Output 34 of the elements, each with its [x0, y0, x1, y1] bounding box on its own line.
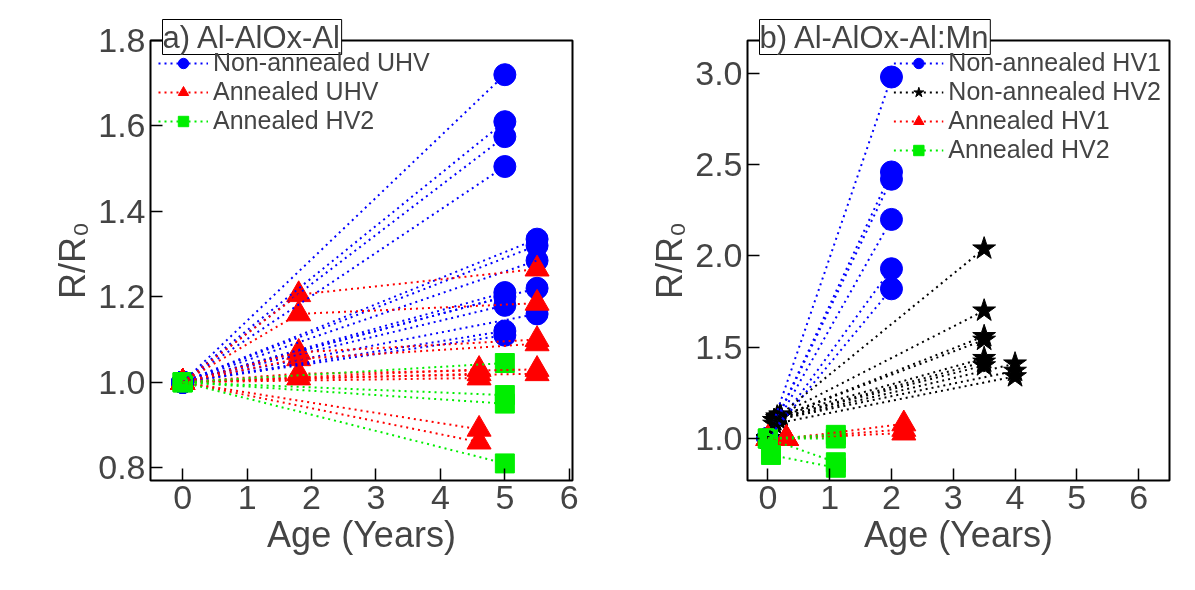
x-tick-label: 0 — [758, 477, 778, 516]
x-tick-label: 6 — [559, 477, 579, 516]
x-tick-label: 2 — [882, 477, 901, 516]
legend-label: Annealed HV1 — [948, 106, 1110, 135]
legend-label: Annealed HV2 — [948, 135, 1110, 164]
x-tick-label: 0 — [173, 477, 193, 516]
y-tick-label: 1.6 — [98, 106, 146, 145]
y-tick-label: 1.8 — [98, 21, 146, 59]
y-axis-title: R/R₀ — [52, 222, 94, 299]
legend-label: Annealed HV2 — [213, 106, 375, 135]
x-tick-label: 5 — [495, 477, 515, 516]
x-tick-label: 1 — [237, 477, 257, 516]
y-tick-label: 3.0 — [695, 53, 743, 92]
x-tick-label: 4 — [430, 477, 450, 516]
y-axis-title: R/R₀ — [649, 222, 691, 299]
y-tick-label: 0.8 — [98, 448, 146, 487]
y-tick-label: 2.5 — [695, 145, 743, 184]
legend-label: Non-annealed HV2 — [948, 77, 1161, 106]
y-tick-label: 1.5 — [695, 327, 743, 366]
x-tick-label: 5 — [1067, 477, 1087, 516]
y-tick-label: 2.0 — [695, 236, 743, 275]
x-axis-title: Age (Years) — [864, 513, 1053, 555]
y-tick-label: 1.2 — [98, 277, 146, 316]
x-tick-label: 3 — [943, 477, 963, 516]
legend-label: Annealed UHV — [213, 77, 379, 106]
x-axis-title: Age (Years) — [267, 513, 456, 555]
x-tick-label: 2 — [302, 477, 322, 516]
y-tick-label: 1.4 — [98, 191, 146, 230]
x-tick-label: 4 — [1005, 477, 1025, 516]
x-tick-label: 3 — [366, 477, 386, 516]
y-tick-label: 1.0 — [98, 362, 146, 401]
x-tick-label: 1 — [820, 477, 840, 516]
y-tick-label: 1.0 — [695, 419, 743, 458]
x-tick-label: 6 — [1129, 477, 1149, 516]
